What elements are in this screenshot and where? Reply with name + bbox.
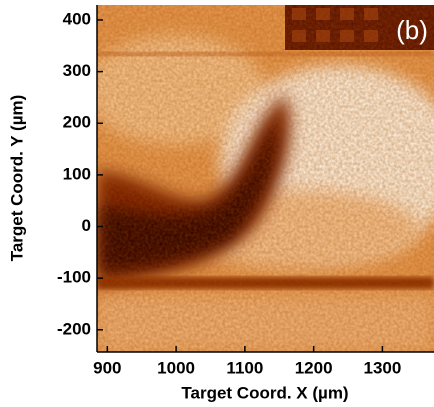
x-tick-label: 1000 [157, 358, 195, 377]
y-tick-label: 300 [63, 61, 91, 80]
y-tick-label: -100 [57, 268, 91, 287]
y-tick-label: -200 [57, 319, 91, 338]
x-tick-label: 1300 [364, 358, 402, 377]
y-tick-label: 100 [63, 164, 91, 183]
panel-label: (b) [396, 15, 428, 45]
y-tick-label: 0 [82, 216, 91, 235]
x-tick-label: 900 [93, 358, 121, 377]
y-axis-title: Target Coord. Y (µm) [7, 95, 26, 262]
x-tick-label: 1200 [295, 358, 333, 377]
y-tick-label: 400 [63, 9, 91, 28]
heatmap-image [97, 5, 434, 352]
y-tick-label: 200 [63, 113, 91, 132]
x-tick-label: 1100 [226, 358, 263, 377]
x-axis-title: Target Coord. X (µm) [181, 383, 348, 402]
